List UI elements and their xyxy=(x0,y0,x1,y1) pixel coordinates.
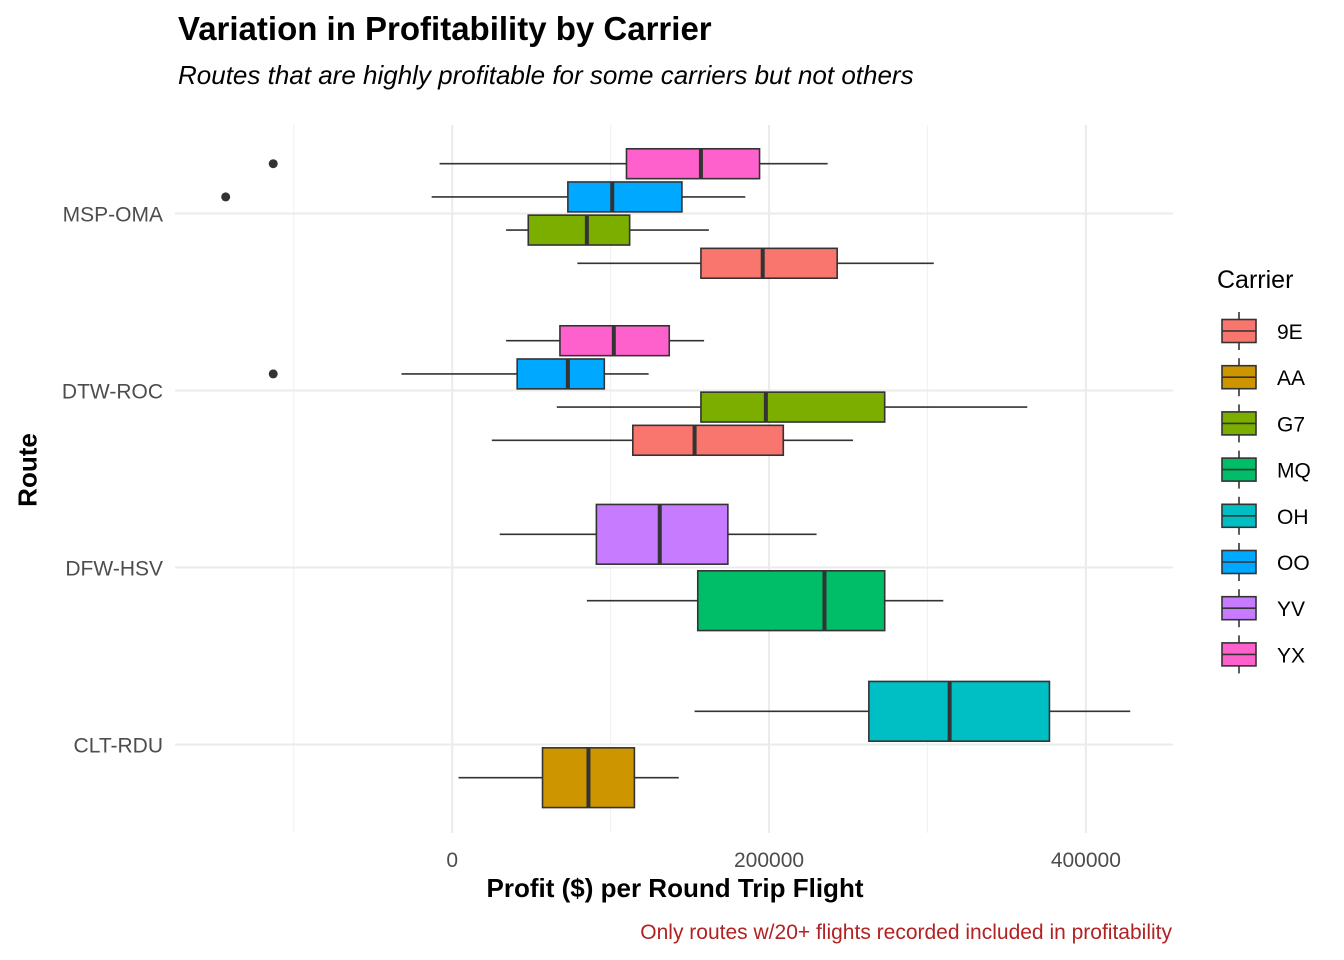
outlier-point xyxy=(268,369,278,379)
legend-label: OH xyxy=(1277,506,1309,529)
legend-entry-aa: AA xyxy=(1221,358,1305,397)
legend-label: YX xyxy=(1277,644,1305,667)
outlier-point xyxy=(221,192,231,202)
legend-entry-yx: YX xyxy=(1221,635,1305,674)
box-body xyxy=(696,570,886,632)
legend-entry-mq: MQ xyxy=(1221,450,1311,489)
box-body xyxy=(567,181,683,213)
legend-label: AA xyxy=(1277,367,1305,390)
box-dtw-roc-g7 xyxy=(556,391,1028,423)
box-body xyxy=(595,503,729,565)
grid-lines xyxy=(175,125,1173,833)
x-tick-labels: 0 200000 400000 xyxy=(446,849,1121,872)
box-clt-rdu-aa xyxy=(458,747,679,809)
box-body xyxy=(527,214,631,246)
box-dtw-roc-oo xyxy=(268,358,649,390)
legend-entry-9e: 9E xyxy=(1221,312,1303,350)
y-tick-label: DTW-ROC xyxy=(62,381,163,404)
box-body xyxy=(868,680,1051,742)
box-body xyxy=(700,247,838,280)
boxes xyxy=(221,147,1131,809)
legend-label: MQ xyxy=(1277,460,1311,483)
legend-label: OO xyxy=(1277,552,1310,575)
box-clt-rdu-oh xyxy=(694,680,1131,742)
x-tick-label: 0 xyxy=(446,849,458,872)
chart-caption: Only routes w/20+ flights recorded inclu… xyxy=(640,921,1172,944)
legend-entry-oh: OH xyxy=(1221,496,1309,535)
legend-entry-g7: G7 xyxy=(1221,404,1305,443)
chart-subtitle: Routes that are highly profitable for so… xyxy=(178,60,914,90)
box-dfw-hsv-mq xyxy=(586,570,944,632)
legend-label: YV xyxy=(1277,598,1305,621)
x-tick-label: 200000 xyxy=(734,849,804,872)
box-dtw-roc-yx xyxy=(506,324,705,357)
outlier-point xyxy=(268,159,278,169)
box-msp-oma-9e xyxy=(577,247,934,280)
box-msp-oma-g7 xyxy=(506,214,709,246)
box-dfw-hsv-yv xyxy=(499,503,817,565)
y-tick-label: DFW-HSV xyxy=(65,558,163,581)
y-tick-label: MSP-OMA xyxy=(63,204,163,227)
box-dtw-roc-9e xyxy=(491,424,854,457)
box-body xyxy=(516,358,606,390)
legend-entry-yv: YV xyxy=(1221,589,1305,628)
legend-label: 9E xyxy=(1277,321,1303,344)
legend: 9E AA G7 MQ OH OO YV YX xyxy=(1221,312,1311,674)
box-msp-oma-yx xyxy=(268,147,828,180)
box-body xyxy=(632,424,785,457)
legend-title: Carrier xyxy=(1217,266,1294,294)
box-body xyxy=(700,391,886,423)
x-tick-label: 400000 xyxy=(1051,849,1121,872)
legend-label: G7 xyxy=(1277,413,1305,436)
y-tick-labels: MSP-OMA DTW-ROC DFW-HSV CLT-RDU xyxy=(62,204,163,758)
chart-title: Variation in Profitability by Carrier xyxy=(178,10,712,47)
box-body xyxy=(625,147,761,180)
y-axis-label: Route xyxy=(12,433,43,507)
x-axis-label: Profit ($) per Round Trip Flight xyxy=(486,873,864,903)
box-msp-oma-oo xyxy=(221,181,746,213)
legend-entry-oo: OO xyxy=(1221,543,1310,581)
y-tick-label: CLT-RDU xyxy=(74,735,163,758)
